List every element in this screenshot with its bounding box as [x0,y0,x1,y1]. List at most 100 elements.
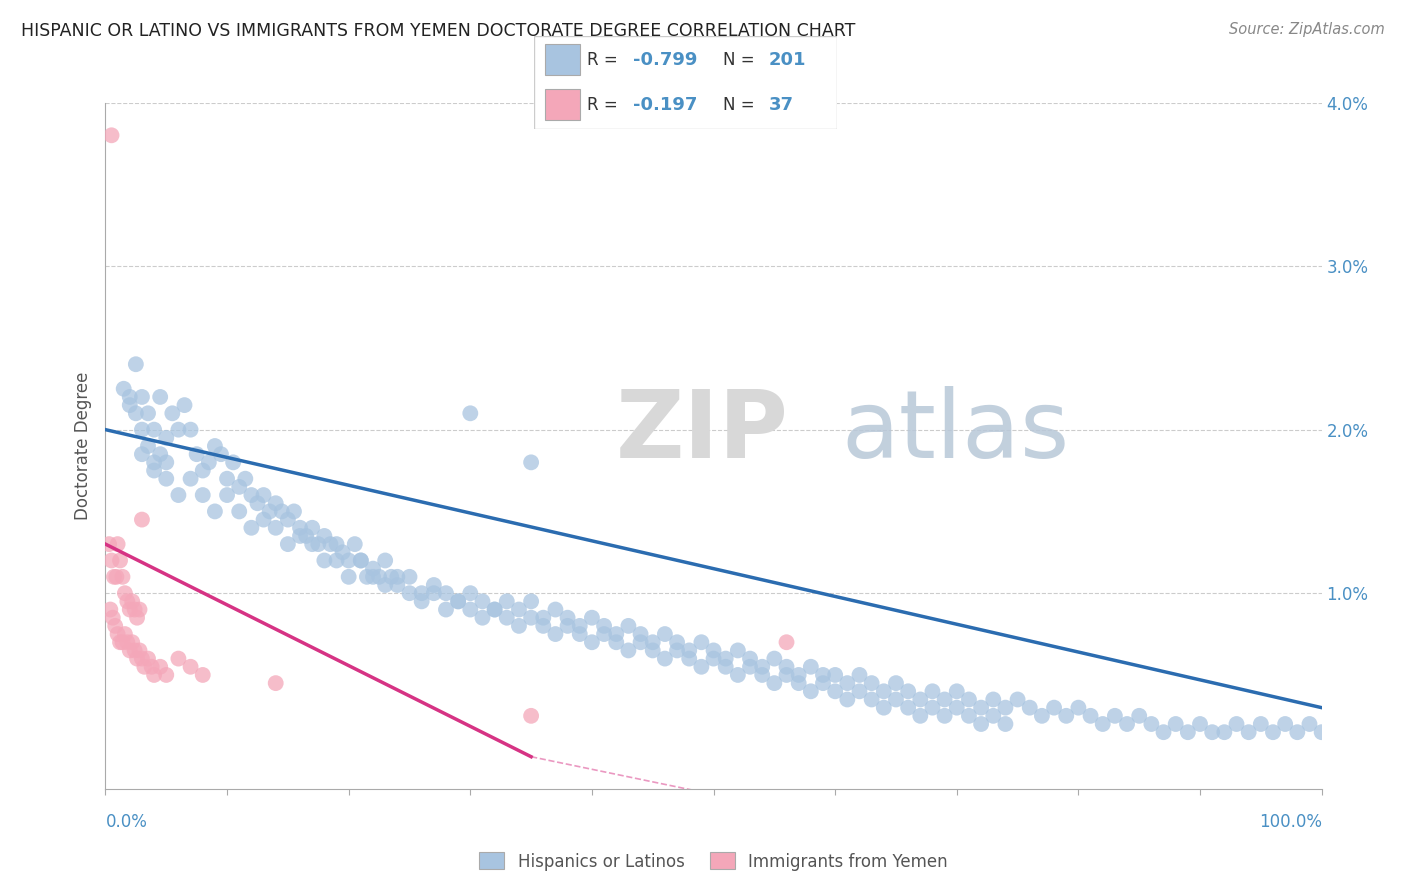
Point [666,635,689,649]
Point [149,390,172,404]
Point [112,382,135,396]
Point [117,594,139,608]
Point [593,619,616,633]
Point [605,635,627,649]
Point [191,488,214,502]
Point [630,635,652,649]
Point [811,676,834,690]
Point [131,512,153,526]
Point [105,570,128,584]
Point [945,684,967,698]
Point [495,594,517,608]
Point [398,586,420,600]
Point [131,390,153,404]
Point [641,635,664,649]
Point [484,602,506,616]
Point [581,635,603,649]
Point [387,578,409,592]
Point [775,668,797,682]
Point [727,668,749,682]
Point [934,692,956,706]
Point [307,537,329,551]
Point [125,357,148,371]
Point [1153,725,1175,739]
Text: 37: 37 [769,95,793,113]
Point [288,529,311,543]
Point [314,529,336,543]
Point [143,464,166,478]
Point [860,676,883,690]
Point [149,660,172,674]
Point [848,668,870,682]
Point [325,553,347,567]
Point [800,660,823,674]
Point [128,602,150,616]
Point [970,700,993,714]
Point [897,700,920,714]
Point [520,594,543,608]
Point [136,651,159,665]
Point [191,464,214,478]
Point [981,708,1004,723]
Point [738,651,761,665]
Point [641,643,664,657]
Text: -0.197: -0.197 [633,95,697,113]
Point [167,423,190,437]
Point [921,700,943,714]
Point [520,708,543,723]
Point [654,627,676,641]
FancyBboxPatch shape [546,44,579,75]
Point [1164,717,1187,731]
Point [678,643,700,657]
Point [945,700,967,714]
Point [775,660,797,674]
Text: -0.799: -0.799 [633,51,697,69]
Point [98,602,121,616]
Point [690,635,713,649]
Point [1310,725,1333,739]
Point [617,643,640,657]
Point [288,521,311,535]
Point [1237,725,1260,739]
Point [111,635,134,649]
Point [125,406,148,420]
Point [1091,717,1114,731]
Point [884,676,907,690]
Point [259,504,281,518]
Point [301,537,323,551]
Point [860,692,883,706]
Point [180,660,202,674]
Text: atlas: atlas [841,386,1070,478]
Point [897,684,920,698]
Point [101,611,124,625]
Point [458,602,481,616]
Point [605,627,627,641]
Point [332,545,354,559]
Point [1104,708,1126,723]
Text: N =: N = [723,95,761,113]
Point [531,611,554,625]
Point [411,594,433,608]
Point [1067,700,1090,714]
Point [125,611,148,625]
Point [155,455,177,469]
Point [356,570,378,584]
Point [387,570,409,584]
Point [118,398,141,412]
Point [222,455,245,469]
Point [314,553,336,567]
Point [557,619,579,633]
Point [125,651,148,665]
Point [1250,717,1272,731]
Point [800,684,823,698]
Legend: Hispanics or Latinos, Immigrants from Yemen: Hispanics or Latinos, Immigrants from Ye… [472,846,955,877]
Point [1116,717,1139,731]
Text: 201: 201 [769,51,806,69]
Point [186,447,208,461]
Point [617,619,640,633]
Point [124,602,146,616]
Point [471,611,494,625]
Point [824,668,846,682]
Point [240,488,263,502]
Point [100,128,122,143]
